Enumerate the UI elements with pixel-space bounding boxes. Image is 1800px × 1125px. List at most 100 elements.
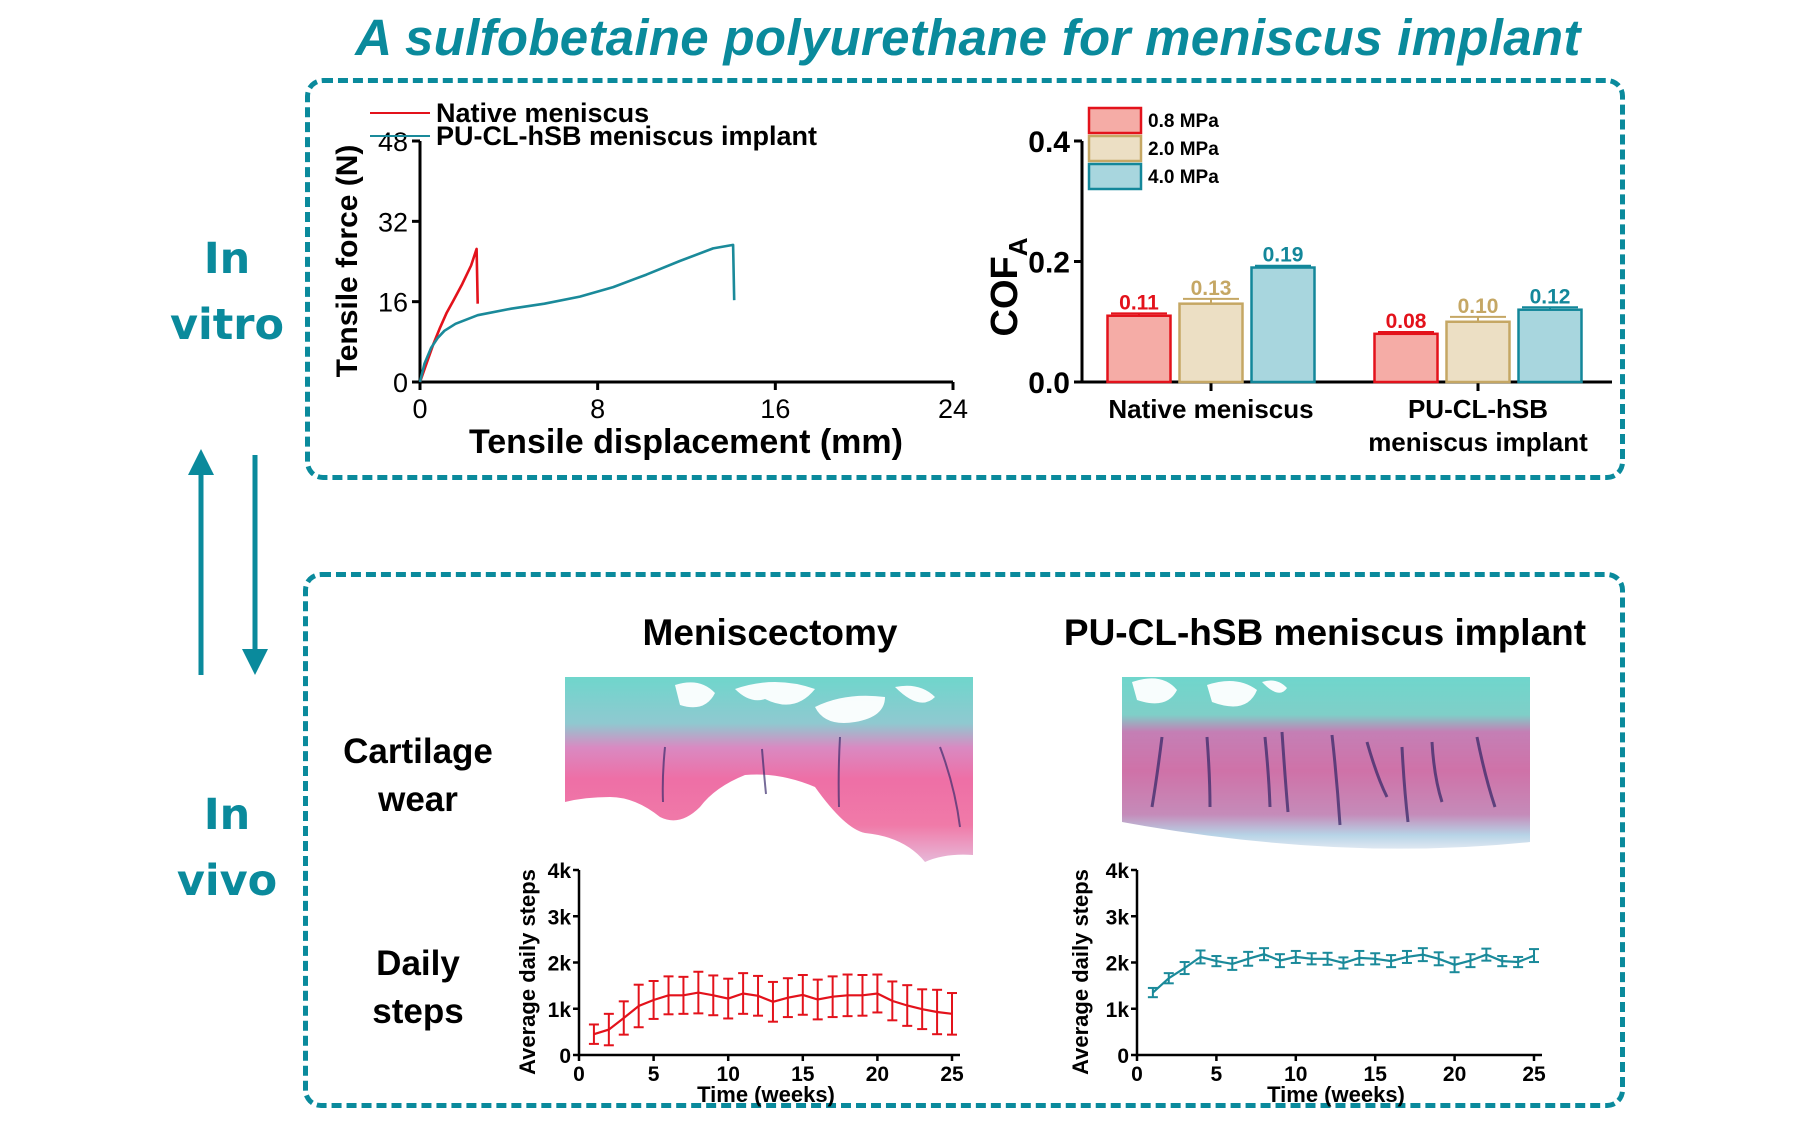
cof-bar [1373, 332, 1439, 384]
tensile-x-tick-label: 24 [938, 394, 968, 424]
cof-chart: 0.0 0.2 0.4 Native meniscus PU-CL-hSBmeniscu… [984, 106, 1612, 457]
cof-bar [1250, 266, 1316, 384]
steps-chart-implant: 0 5 10 15 20 25 0 1k 2k 3k 4k Time (weeks) Average… [1068, 860, 1546, 1107]
cof-value-label: 0.08 [1386, 310, 1427, 333]
steps-left-axes: 0 5 10 15 20 25 0 1k 2k 3k 4k [548, 860, 964, 1086]
in-vitro-label: In vitro [147, 226, 307, 358]
tensile-y-tick-label: 0 [393, 368, 408, 398]
steps-x-tick-label: 25 [1522, 1063, 1546, 1086]
cof-value-label: 0.13 [1191, 277, 1232, 300]
cof-legend-label-0: 0.8 MPa [1148, 111, 1219, 132]
tensile-x-tick-label: 0 [412, 394, 427, 424]
steps-right-x-axis-label: Time (weeks) [1267, 1082, 1405, 1107]
in-vivo-line-2: vivo [176, 856, 278, 906]
tensile-x-tick-label: 8 [590, 394, 605, 424]
cof-legend-swatch-1 [1087, 134, 1143, 163]
steps-y-tick-label: 2k [1106, 953, 1130, 976]
meniscectomy-histology [565, 677, 973, 862]
steps-y-tick-label: 4k [548, 860, 572, 883]
steps-x-tick-label: 20 [866, 1063, 889, 1086]
cof-value-label: 0.12 [1530, 285, 1571, 308]
cof-bar [1517, 308, 1583, 384]
steps-y-tick-label: 3k [548, 906, 572, 929]
cof-ylabel-sub: A [1003, 237, 1033, 256]
figure-title: A sulfobetaine polyurethane for meniscus… [355, 9, 1581, 66]
cof-bar [1178, 302, 1244, 384]
cof-legend: 0.8 MPa 2.0 MPa 4.0 MPa [1087, 106, 1219, 191]
cof-ylabel-main: COF [984, 256, 1026, 336]
tensile-series-0 [418, 247, 479, 383]
tensile-y-axis-label: Tensile force (N) [331, 145, 364, 378]
steps-y-tick-label: 3k [1106, 906, 1130, 929]
cof-category-label: PU-CL-hSB [1408, 394, 1548, 424]
in-vitro-line-2: vitro [169, 300, 285, 350]
cartilage-line-2: wear [378, 780, 458, 819]
steps-y-tick-label: 0 [1117, 1045, 1129, 1068]
cof-y-tick-label: 0.2 [1028, 247, 1070, 280]
tensile-x-axis-label: Tensile displacement (mm) [469, 423, 903, 461]
steps-left-series [588, 970, 957, 1047]
steps-x-tick-label: 20 [1443, 1063, 1466, 1086]
steps-line-1: Daily [376, 944, 460, 983]
cof-legend-label-1: 2.0 MPa [1148, 139, 1219, 160]
cof-legend-swatch-0 [1087, 106, 1143, 135]
cof-bar [1106, 314, 1172, 384]
tensile-x-tick-label: 16 [760, 394, 790, 424]
steps-x-tick-label: 5 [1211, 1063, 1223, 1086]
steps-x-tick-label: 15 [1364, 1063, 1388, 1086]
steps-right-series [1147, 947, 1539, 999]
tensile-series-1 [418, 243, 736, 383]
cof-y-tick-label: 0.4 [1028, 126, 1070, 159]
arrow-down-icon [242, 455, 268, 675]
in-vitro-line-1: In [203, 234, 251, 284]
steps-x-tick-label: 5 [648, 1063, 660, 1086]
steps-x-tick-label: 25 [940, 1063, 964, 1086]
steps-chart-meniscectomy: 0 5 10 15 20 25 0 1k 2k 3k 4k Time (weeks) Average… [515, 860, 964, 1107]
steps-y-tick-label: 2k [548, 953, 572, 976]
implant-histology [1122, 677, 1530, 849]
row-label-daily-steps: Daily steps [308, 940, 528, 1036]
steps-y-tick-label: 0 [559, 1045, 571, 1068]
cof-legend-label-2: 4.0 MPa [1148, 167, 1219, 188]
steps-x-tick-label: 10 [717, 1063, 740, 1086]
steps-y-tick-label: 1k [548, 999, 572, 1022]
cof-bar [1445, 320, 1511, 384]
tensile-lines [418, 243, 736, 383]
tensile-y-tick-label: 48 [378, 127, 408, 157]
steps-left-y-axis-label: Average daily steps [515, 869, 540, 1075]
steps-x-tick-label: 10 [1284, 1063, 1307, 1086]
cof-category-label: meniscus implant [1368, 427, 1588, 457]
in-vitro-panel [305, 78, 1625, 480]
in-vivo-panel [303, 572, 1625, 1108]
steps-y-tick-label: 4k [1106, 860, 1130, 883]
cof-value-label: 0.19 [1263, 244, 1304, 267]
steps-right-axes: 0 5 10 15 20 25 0 1k 2k 3k 4k [1106, 860, 1546, 1086]
cof-axes: 0.0 0.2 0.4 Native meniscus PU-CL-hSBmeniscu… [1028, 126, 1612, 457]
tensile-legend-label-1: PU-CL-hSB meniscus implant [436, 121, 817, 151]
cof-value-label: 0.10 [1458, 295, 1499, 318]
steps-x-tick-label: 0 [573, 1063, 585, 1086]
tensile-y-tick-label: 16 [378, 288, 408, 318]
steps-x-tick-label: 0 [1131, 1063, 1143, 1086]
steps-left-x-axis-label: Time (weeks) [697, 1082, 835, 1107]
cof-bars: 0.11 0.13 0.19 0.08 0.10 0.12 [1106, 244, 1583, 384]
steps-right-y-axis-label: Average daily steps [1068, 869, 1093, 1075]
cartilage-line-1: Cartilage [343, 732, 493, 771]
in-vivo-line-1: In [203, 790, 251, 840]
heading-meniscectomy: Meniscectomy [642, 612, 898, 653]
row-label-cartilage-wear: Cartilage wear [308, 728, 528, 824]
arrow-up-icon [188, 449, 214, 675]
steps-line-2: steps [372, 992, 464, 1031]
tensile-y-tick-label: 32 [378, 207, 408, 237]
cof-y-axis-label: COFA [984, 237, 1033, 336]
cof-y-tick-label: 0.0 [1028, 367, 1070, 400]
cof-category-label: Native meniscus [1108, 394, 1313, 424]
in-vivo-label: In vivo [147, 782, 307, 914]
heading-implant: PU-CL-hSB meniscus implant [1063, 612, 1587, 653]
steps-x-tick-label: 15 [791, 1063, 815, 1086]
steps-y-tick-label: 1k [1106, 999, 1130, 1022]
cof-legend-swatch-2 [1087, 162, 1143, 191]
cof-value-label: 0.11 [1119, 291, 1159, 314]
